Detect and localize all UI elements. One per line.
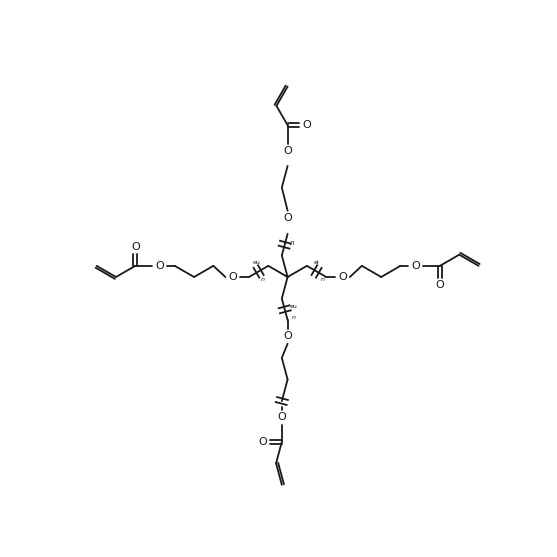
Text: O: O — [338, 272, 347, 282]
Text: O: O — [131, 242, 140, 252]
Text: eu: eu — [289, 304, 297, 309]
Text: n: n — [290, 240, 295, 246]
Text: ei: ei — [314, 260, 319, 265]
Text: O: O — [283, 213, 292, 223]
Text: n: n — [261, 277, 265, 282]
Text: n: n — [291, 315, 295, 320]
Text: eu: eu — [252, 260, 261, 265]
Text: O: O — [277, 412, 286, 422]
Text: O: O — [411, 261, 420, 271]
Text: O: O — [302, 120, 311, 130]
Text: O: O — [228, 272, 237, 282]
Text: O: O — [283, 146, 292, 156]
Text: n: n — [321, 277, 325, 282]
Text: O: O — [258, 437, 267, 447]
Text: O: O — [155, 261, 164, 271]
Text: O: O — [283, 331, 292, 341]
Text: O: O — [436, 280, 444, 290]
